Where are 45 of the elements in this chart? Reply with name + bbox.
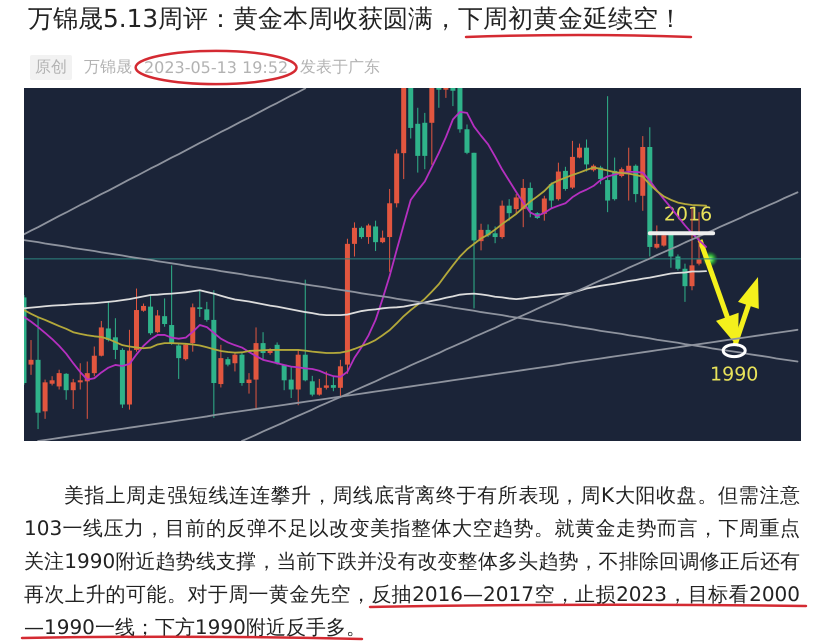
text: 美指上周走强短线连连攀升，周线底背离终于有所表现，周K大阳收盘。但需注意103一线压力，目前的反弹不足以改变美指整体大空趋势。就黄金走势而言，下周重点关注1990附近趋势线支撑，当前下跌并没有改变整体多头趋势，不排除回调修正后还有再次上升的可能。对于周一黄金先空，反抽2016—2017空，止损2023，目标看2000—1990一线；下方1990附近反手多。 xyxy=(24,482,800,641)
candlestick xyxy=(352,222,357,257)
candlestick xyxy=(366,223,372,244)
text: 万锦晟 xyxy=(84,56,132,78)
text: 2023-05-13 19:52 xyxy=(144,58,288,76)
candlestick xyxy=(316,378,322,396)
candlestick xyxy=(654,224,660,250)
candlestick xyxy=(584,139,590,172)
candlestick xyxy=(64,372,69,400)
candlestick xyxy=(56,369,62,390)
candlestick xyxy=(506,198,512,222)
candlestick xyxy=(246,372,252,394)
candlestick xyxy=(28,340,34,376)
candlestick xyxy=(225,356,230,367)
candlestick xyxy=(176,342,182,380)
candlestick xyxy=(162,298,168,328)
candlestick xyxy=(380,230,386,244)
candlestick xyxy=(338,359,343,399)
candlestick xyxy=(330,375,336,392)
candlestick xyxy=(464,124,470,155)
candlestick xyxy=(450,88,456,107)
chart-title: 万锦晟5.13周评：黄金本周收获圆满，下周初黄金延续空！ xyxy=(28,4,684,34)
candlestick xyxy=(373,220,378,252)
candlestick xyxy=(282,364,287,391)
candlestick xyxy=(232,352,238,372)
candlestick xyxy=(675,254,680,271)
candlestick xyxy=(155,310,160,334)
candlestick xyxy=(70,378,76,410)
candlestick xyxy=(548,182,554,210)
text: 原创 xyxy=(30,54,72,80)
candlestick xyxy=(183,342,188,362)
candlestick xyxy=(605,96,610,213)
candlestick xyxy=(288,366,294,399)
candlestick xyxy=(514,194,519,214)
candlestick xyxy=(359,226,364,240)
candlestick xyxy=(92,346,97,377)
candlestick xyxy=(324,370,329,390)
candlestick xyxy=(576,143,582,159)
text: 发表于广东 xyxy=(300,56,380,78)
candlestick xyxy=(310,375,315,397)
candlestick xyxy=(492,226,498,244)
series-label: 1990 xyxy=(710,364,758,386)
candlestick xyxy=(626,147,632,202)
candlestick xyxy=(78,362,83,390)
candlestick xyxy=(204,301,210,322)
